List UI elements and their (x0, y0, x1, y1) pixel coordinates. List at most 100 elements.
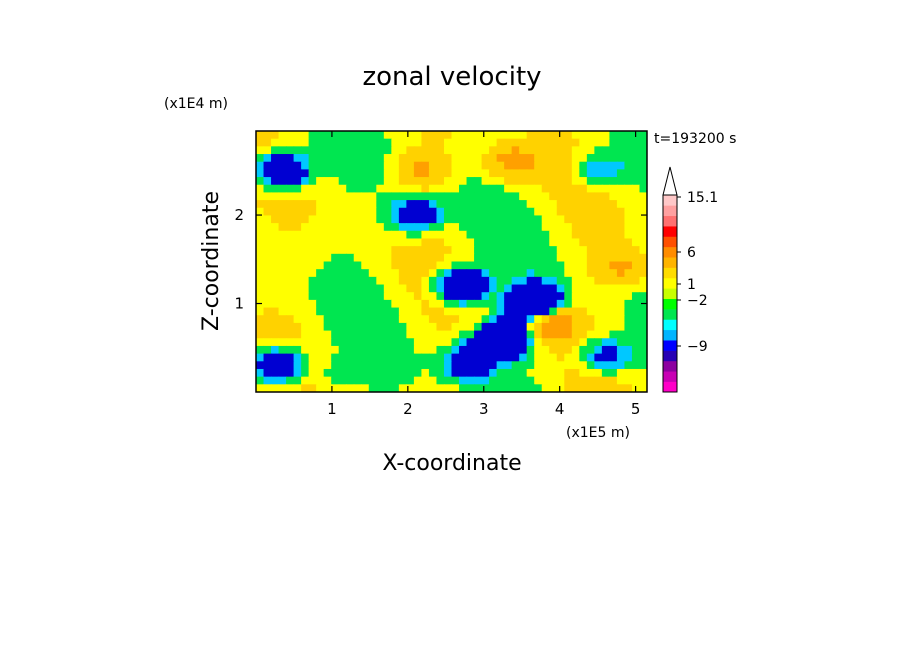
heatmap-cell (421, 238, 430, 247)
heatmap-cell (256, 338, 265, 347)
heatmap-cell (609, 230, 618, 240)
heatmap-cell (421, 338, 430, 347)
heatmap-cell (489, 330, 498, 339)
heatmap-cell (383, 276, 392, 286)
heatmap-cell (504, 253, 513, 263)
heatmap-cell (286, 384, 295, 392)
heatmap-cell (301, 161, 310, 170)
heatmap-cell (368, 192, 377, 201)
heatmap-cell (504, 246, 513, 255)
heatmap-cell (519, 223, 528, 232)
heatmap-cell (609, 307, 618, 316)
heatmap-cell (376, 238, 385, 247)
heatmap-cell (564, 169, 573, 178)
heatmap-cell (293, 361, 302, 370)
heatmap-cell (609, 330, 618, 339)
heatmap-cell (534, 253, 543, 263)
heatmap-cell (323, 299, 332, 309)
heatmap-cell (263, 138, 272, 147)
heatmap-cell (398, 138, 407, 147)
heatmap-cell (278, 322, 287, 332)
heatmap-cell (609, 169, 618, 178)
heatmap-cell (391, 384, 400, 392)
heatmap-cell (353, 238, 362, 247)
heatmap-cell (271, 184, 280, 194)
heatmap-cell (331, 238, 340, 247)
heatmap-cell (406, 253, 415, 263)
heatmap-cell (459, 284, 468, 293)
heatmap-cell (398, 353, 407, 362)
heatmap-cell (579, 353, 588, 362)
heatmap-cell (353, 192, 362, 201)
heatmap-cell (338, 215, 347, 224)
heatmap-cell (421, 246, 430, 255)
heatmap-cell (293, 368, 302, 378)
heatmap-cell (443, 330, 453, 339)
heatmap-cell (436, 299, 445, 309)
heatmap-cell (436, 261, 445, 270)
heatmap-cell (376, 292, 385, 301)
heatmap-cell (601, 299, 610, 309)
heatmap-cell (338, 345, 347, 355)
heatmap-cell (541, 253, 550, 263)
heatmap-cell (376, 230, 385, 240)
heatmap-cell (616, 230, 626, 240)
heatmap-cell (526, 368, 535, 378)
heatmap-cell (489, 299, 498, 309)
heatmap-cell (338, 299, 347, 309)
heatmap-cell (308, 307, 317, 316)
heatmap-cell (556, 322, 565, 332)
heatmap-cell (406, 284, 415, 293)
heatmap-cell (263, 307, 272, 316)
heatmap-cell (346, 315, 355, 324)
heatmap-cell (256, 284, 265, 293)
heatmap-cell (353, 276, 362, 286)
heatmap-cell (413, 169, 423, 178)
heatmap-cell (338, 338, 347, 347)
heatmap-cell (421, 131, 430, 140)
heatmap-cell (631, 376, 641, 385)
heatmap-cell (413, 146, 423, 155)
heatmap-cell (451, 315, 460, 324)
heatmap-cell (271, 192, 280, 201)
heatmap-cell (571, 353, 580, 362)
heatmap-cell (413, 322, 423, 332)
heatmap-cell (564, 177, 573, 186)
heatmap-cell (451, 200, 460, 209)
heatmap-cell (459, 146, 468, 155)
heatmap-cell (639, 269, 647, 278)
heatmap-cell (286, 215, 295, 224)
heatmap-cell (579, 253, 588, 263)
heatmap-cell (519, 200, 528, 209)
heatmap-cell (571, 138, 580, 147)
heatmap-cell (489, 192, 498, 201)
heatmap-cell (376, 345, 385, 355)
heatmap-cell (301, 361, 310, 370)
heatmap-cell (308, 292, 317, 301)
heatmap-cell (511, 215, 520, 224)
heatmap-cell (376, 154, 385, 163)
heatmap-cell (534, 177, 543, 186)
heatmap-cell (361, 322, 370, 332)
heatmap-cell (316, 207, 325, 217)
heatmap-cell (421, 292, 430, 301)
heatmap-cell (586, 230, 595, 240)
heatmap-cell (338, 200, 347, 209)
heatmap-cell (489, 200, 498, 209)
heatmap-cell (263, 322, 272, 332)
heatmap-cell (443, 299, 453, 309)
heatmap-cell (436, 276, 445, 286)
heatmap-cell (331, 246, 340, 255)
heatmap-cell (481, 322, 490, 332)
heatmap-cell (398, 384, 407, 392)
heatmap-cell (586, 215, 595, 224)
heatmap-cell (338, 146, 347, 155)
x-tick-label: 3 (479, 400, 489, 418)
heatmap-cell (346, 284, 355, 293)
heatmap-cell (564, 184, 573, 194)
heatmap-cell (526, 138, 535, 147)
heatmap-cell (511, 200, 520, 209)
heatmap-cell (316, 253, 325, 263)
colorbar-segment (663, 205, 677, 217)
heatmap-cell (541, 146, 550, 155)
